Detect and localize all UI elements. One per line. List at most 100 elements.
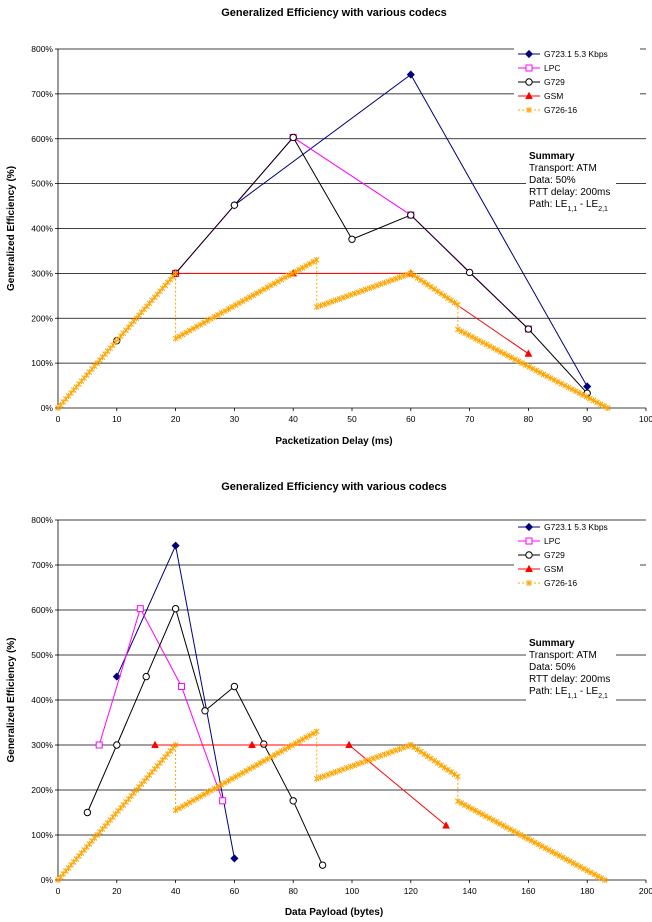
- summary-line: Transport: ATM: [529, 650, 597, 661]
- data-point: [343, 764, 350, 771]
- data-point: [260, 286, 267, 293]
- data-point: [441, 292, 448, 299]
- data-point: [424, 753, 431, 760]
- data-point: [392, 275, 399, 282]
- data-point: [248, 740, 256, 749]
- x-tick-label: 20: [171, 414, 181, 424]
- legend-label: LPC: [544, 536, 561, 546]
- data-point: [545, 847, 552, 853]
- data-point: [493, 818, 500, 825]
- data-point: [239, 769, 246, 776]
- data-point: [554, 378, 561, 385]
- data-point: [454, 301, 461, 308]
- data-point: [441, 764, 448, 771]
- data-point: [533, 367, 540, 374]
- data-point: [260, 758, 267, 765]
- x-tick-label: 60: [406, 414, 416, 424]
- y-tick-label: 100%: [31, 358, 53, 368]
- data-point: [531, 839, 538, 846]
- data-point: [275, 278, 281, 285]
- data-point: [172, 807, 179, 814]
- summary-background: [526, 149, 616, 217]
- x-tick-label: 0: [56, 414, 61, 424]
- series-line: [175, 136, 529, 330]
- data-point: [444, 295, 451, 302]
- data-point: [431, 757, 438, 764]
- data-point: [598, 875, 605, 882]
- data-point: [504, 352, 511, 359]
- y-tick-label: 200%: [31, 785, 53, 795]
- data-point: [448, 297, 454, 304]
- data-point: [542, 845, 549, 852]
- y-tick-label: 0%: [41, 403, 54, 413]
- data-point: [458, 800, 465, 807]
- data-point: [424, 281, 431, 288]
- summary-path-text: Path: LE: [529, 199, 568, 210]
- legend-label: G726-16: [544, 578, 577, 588]
- data-point: [292, 268, 299, 275]
- data-point: [377, 752, 384, 759]
- series-line: [98, 607, 224, 801]
- data-point: [381, 751, 388, 758]
- data-point: [289, 797, 297, 805]
- data-point: [250, 292, 257, 299]
- data-point: [271, 752, 278, 759]
- data-point: [285, 744, 292, 751]
- data-point: [465, 332, 472, 339]
- data-point: [177, 683, 185, 690]
- data-point: [271, 280, 278, 287]
- data-point: [190, 797, 197, 804]
- data-point: [591, 871, 598, 878]
- legend-label: GSM: [544, 91, 563, 101]
- summary-path-subscript: 1,1: [567, 206, 577, 213]
- summary-line: RTT delay: 200ms: [529, 674, 610, 685]
- data-point: [454, 326, 461, 333]
- data-point: [547, 375, 554, 382]
- data-point: [407, 742, 414, 748]
- data-point: [325, 299, 331, 306]
- data-point: [374, 282, 380, 289]
- x-tick-label: 200: [639, 886, 652, 896]
- x-tick-label: 140: [463, 886, 477, 896]
- data-point: [359, 287, 365, 294]
- data-point: [584, 867, 591, 874]
- y-axis-label: Generalized Efficiency (%): [6, 166, 17, 291]
- data-point: [479, 811, 486, 818]
- data-point: [313, 775, 320, 782]
- data-point: [538, 843, 545, 850]
- x-tick-label: 90: [582, 414, 592, 424]
- data-point: [171, 604, 180, 613]
- data-point: [264, 756, 271, 763]
- data-point: [204, 317, 211, 324]
- data-point: [562, 382, 568, 389]
- data-point: [200, 791, 207, 798]
- data-point: [468, 805, 475, 812]
- data-point: [418, 277, 424, 284]
- data-point: [250, 763, 257, 770]
- data-point: [396, 274, 403, 281]
- data-point: [503, 824, 510, 831]
- y-tick-label: 400%: [31, 695, 53, 705]
- data-point: [340, 766, 346, 773]
- data-point: [454, 798, 461, 805]
- data-point: [414, 746, 421, 753]
- data-point: [604, 405, 611, 411]
- data-point: [239, 298, 246, 305]
- data-point: [204, 789, 211, 796]
- data-point: [171, 541, 180, 550]
- data-point: [230, 682, 239, 691]
- summary-background: [526, 636, 616, 704]
- summary-path: Path: LE1,1 - LE2,1: [529, 686, 608, 700]
- data-point: [406, 70, 415, 79]
- data-point: [521, 833, 528, 840]
- data-point: [362, 758, 369, 765]
- x-tick-label: 20: [112, 886, 122, 896]
- data-point: [537, 369, 543, 376]
- data-point: [476, 337, 483, 344]
- data-point: [260, 740, 268, 748]
- data-point: [142, 672, 150, 681]
- x-tick-label: 100: [639, 414, 652, 424]
- x-tick-label: 160: [521, 886, 535, 896]
- data-point: [112, 672, 121, 681]
